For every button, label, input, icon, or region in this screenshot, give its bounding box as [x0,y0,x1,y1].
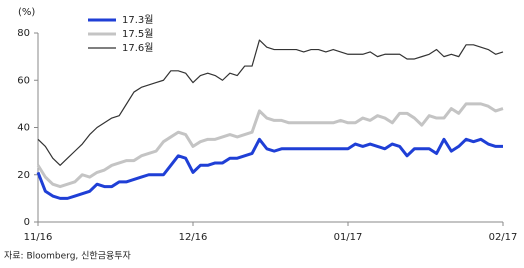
y-tick-label: 80 [17,28,30,39]
y-tick-label: 60 [17,75,30,86]
x-tick-label: 01/17 [334,232,363,243]
legend-label: 17.5월 [122,28,153,40]
line [36,137,503,200]
source: 자료: Bloomberg, 신한금융투자 [4,251,132,262]
x-tick-label: 12/16 [179,232,208,243]
y-tick-label: 20 [17,170,30,181]
y-unit: (%) [18,7,35,18]
y-tick-label: 0 [24,217,30,228]
x-tick-label: 11/16 [24,232,53,243]
legend-label: 17.3월 [122,14,153,26]
line [37,39,504,166]
legend-label: 17.6월 [122,42,153,54]
x-tick-label: 02/17 [489,232,518,243]
line [36,102,504,189]
y-tick-label: 40 [17,123,30,134]
